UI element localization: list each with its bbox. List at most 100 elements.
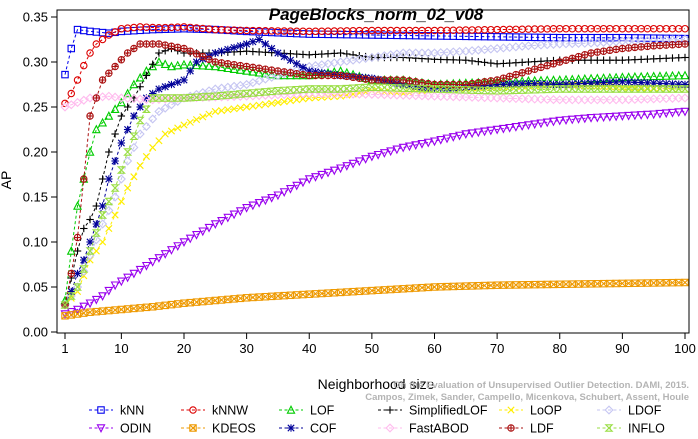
data-point [630,94,640,105]
data-point [160,94,170,104]
data-point [111,211,119,219]
data-point [499,74,508,82]
data-point [160,103,170,113]
data-point [229,210,239,220]
series-line-knn [64,28,686,75]
data-point [205,55,213,64]
data-point [255,64,263,73]
data-point [480,58,489,67]
data-point [336,288,345,297]
data-point [155,137,163,145]
data-point [180,121,188,129]
data-point [217,47,226,55]
data-point [498,86,508,95]
data-point [85,299,95,309]
data-point [280,68,288,76]
data-point [117,55,126,64]
data-point [105,148,113,156]
data-point [191,93,202,102]
data-point [105,69,113,78]
data-point [92,94,101,102]
data-point [417,91,427,101]
data-point [612,45,620,54]
legend-marker [96,424,106,434]
data-point [643,79,652,87]
data-point [605,112,615,122]
data-point [655,85,665,93]
legend-label: ODIN [120,422,151,435]
data-point [249,47,257,56]
data-point [548,117,558,127]
data-point [260,196,270,206]
data-point [273,87,283,95]
data-point [249,63,257,72]
data-point [123,93,133,103]
data-point [343,72,351,81]
data-point [217,107,226,115]
data-point [423,138,433,148]
data-point [404,84,414,93]
data-point [166,94,176,102]
data-point [429,85,440,93]
legend-label: INFLO [628,422,665,435]
data-point [280,98,288,106]
y-tick-label: 0.05 [23,280,48,295]
data-point [330,289,339,297]
data-point [536,119,546,129]
data-point [505,80,514,88]
data-point [411,91,421,101]
data-point [461,130,471,140]
data-point [649,110,659,120]
data-point [562,280,570,288]
data-point [374,286,382,294]
data-point [567,85,577,93]
data-point [436,85,446,93]
data-point [348,84,358,93]
data-point [79,302,89,312]
data-point [179,238,189,248]
data-point [455,85,465,94]
data-point [91,124,101,134]
data-point [655,71,665,80]
data-point [117,305,126,314]
data-point [537,63,545,72]
data-point [293,60,301,68]
data-point [536,85,546,94]
data-point [656,279,664,287]
data-point [542,94,552,105]
data-point [129,94,139,104]
data-point [624,85,634,93]
data-point [92,202,101,210]
data-point [517,94,527,104]
data-point [129,132,139,140]
data-point [649,85,659,93]
y-tick-label: 0.15 [23,190,48,205]
data-point [148,258,158,267]
data-point [148,60,157,68]
data-point [492,93,502,103]
data-point [173,93,183,103]
data-point [348,89,358,99]
data-point [79,266,89,276]
legend-label: LOF [310,404,335,418]
data-point [523,121,533,131]
data-point [555,39,565,49]
data-point [486,93,496,103]
data-point [429,48,440,58]
data-point [418,283,426,292]
data-point [160,250,170,259]
chart-title: PageBlocks_norm_02_v08 [269,5,484,24]
data-point [293,96,301,104]
data-point [561,85,571,93]
data-point [655,109,665,119]
data-point [398,48,408,58]
data-point [185,234,195,244]
data-point [542,118,552,128]
data-point [86,215,94,224]
data-point [617,112,627,122]
data-point [580,114,590,124]
data-point [612,78,620,86]
data-point [442,47,452,57]
data-point [155,40,163,48]
data-point [417,139,427,149]
